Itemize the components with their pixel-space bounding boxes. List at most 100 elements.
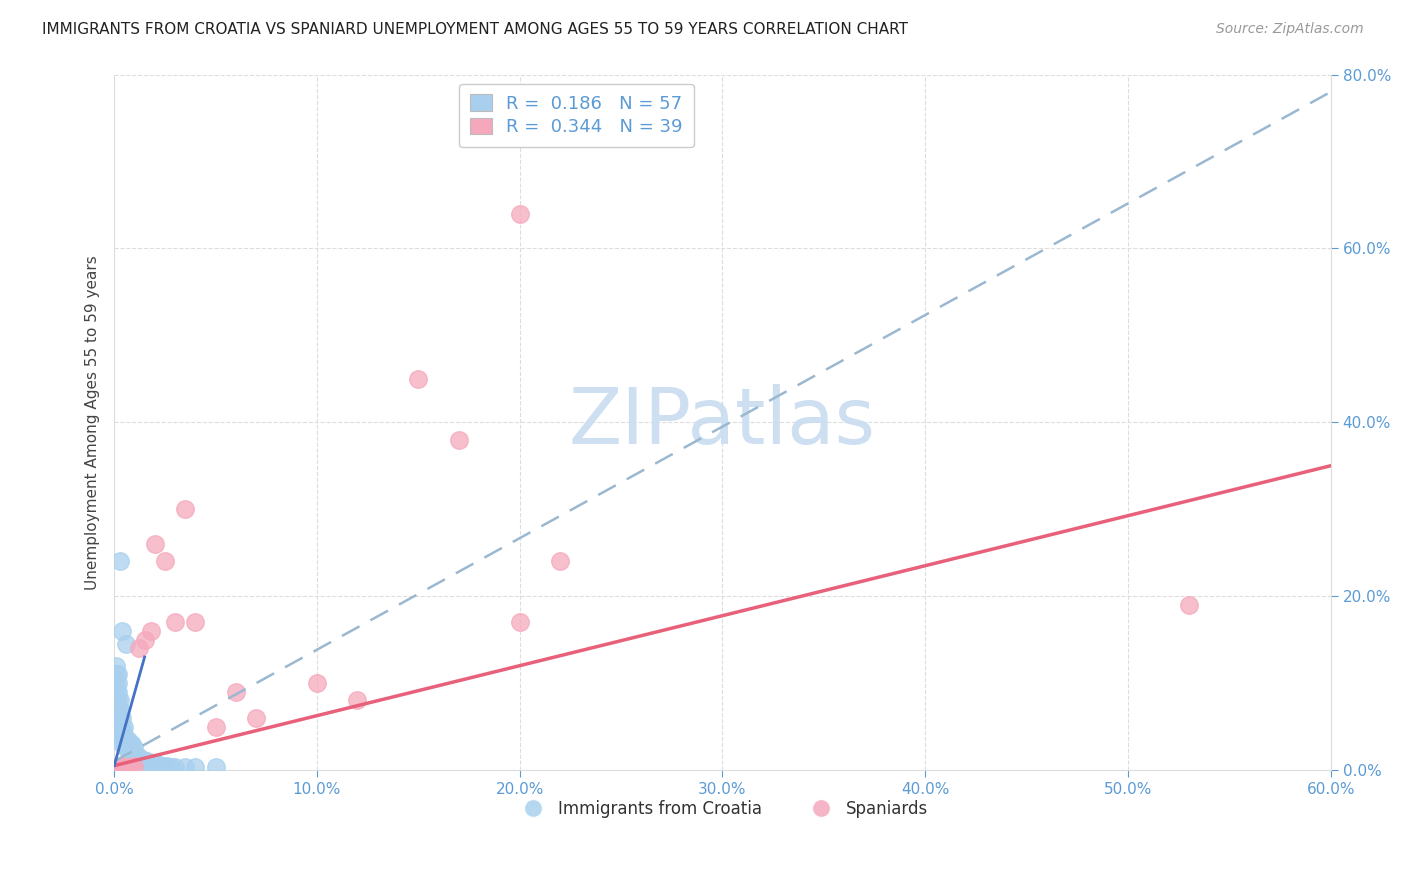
Point [110,728,132,742]
Point [107,685,129,699]
Point [152,758,174,772]
Text: Source: ZipAtlas.com: Source: ZipAtlas.com [1216,22,1364,37]
Point [1177,598,1199,612]
Point [105,762,128,776]
Point [105,719,128,733]
Point [204,760,226,774]
Point [105,685,128,699]
Point [121,737,143,751]
Point [105,676,128,690]
Point [107,719,129,733]
Point [124,758,146,772]
Point [115,741,138,756]
Point [105,658,128,673]
Point [107,667,129,681]
Point [124,741,146,756]
Point [509,615,531,630]
Point [174,760,197,774]
Point [163,759,186,773]
Point [112,737,135,751]
Point [112,719,135,733]
Point [110,693,132,707]
Point [105,760,128,774]
Point [138,756,160,770]
Point [111,728,134,742]
Text: ZIPatlas: ZIPatlas [569,384,876,460]
Point [225,685,247,699]
Point [174,502,197,516]
Point [148,757,170,772]
Point [111,737,134,751]
Point [110,761,132,775]
Point [184,615,207,630]
Point [120,759,142,773]
Point [128,750,150,764]
Point [107,760,129,774]
Point [110,760,132,774]
Point [121,746,143,760]
Point [115,759,138,773]
Point [115,732,138,747]
Point [111,711,134,725]
Point [111,762,134,776]
Point [110,702,132,716]
Point [107,711,129,725]
Y-axis label: Unemployment Among Ages 55 to 59 years: Unemployment Among Ages 55 to 59 years [86,255,100,590]
Point [135,754,157,768]
Point [117,760,139,774]
Point [131,753,153,767]
Point [115,637,138,651]
Point [139,624,162,638]
Point [112,760,135,774]
Point [117,732,139,747]
Point [134,632,156,647]
Point [105,763,128,777]
Legend: Immigrants from Croatia, Spaniards: Immigrants from Croatia, Spaniards [510,793,935,824]
Point [204,719,226,733]
Point [128,641,150,656]
Point [110,711,132,725]
Point [110,554,132,568]
Point [105,667,128,681]
Point [143,537,166,551]
Point [125,750,148,764]
Point [105,711,128,725]
Point [107,693,129,707]
Point [447,433,470,447]
Point [509,206,531,220]
Point [107,702,129,716]
Point [184,760,207,774]
Point [107,676,129,690]
Point [112,761,135,775]
Point [153,554,176,568]
Point [129,753,152,767]
Point [105,693,128,707]
Point [134,754,156,768]
Point [107,762,129,776]
Point [245,711,267,725]
Point [408,372,430,386]
Point [305,676,328,690]
Point [105,702,128,716]
Point [143,756,166,770]
Point [111,624,134,638]
Point [107,761,129,775]
Point [163,615,186,630]
Point [111,719,134,733]
Point [346,693,368,707]
Point [111,761,134,775]
Point [160,759,183,773]
Point [548,554,571,568]
Point [156,758,179,772]
Point [120,737,142,751]
Point [110,719,132,733]
Text: IMMIGRANTS FROM CROATIA VS SPANIARD UNEMPLOYMENT AMONG AGES 55 TO 59 YEARS CORRE: IMMIGRANTS FROM CROATIA VS SPANIARD UNEM… [42,22,908,37]
Point [124,747,146,762]
Point [139,756,162,770]
Point [121,759,143,773]
Point [117,741,139,756]
Point [115,761,138,775]
Point [110,762,132,776]
Point [105,761,128,775]
Point [120,746,142,760]
